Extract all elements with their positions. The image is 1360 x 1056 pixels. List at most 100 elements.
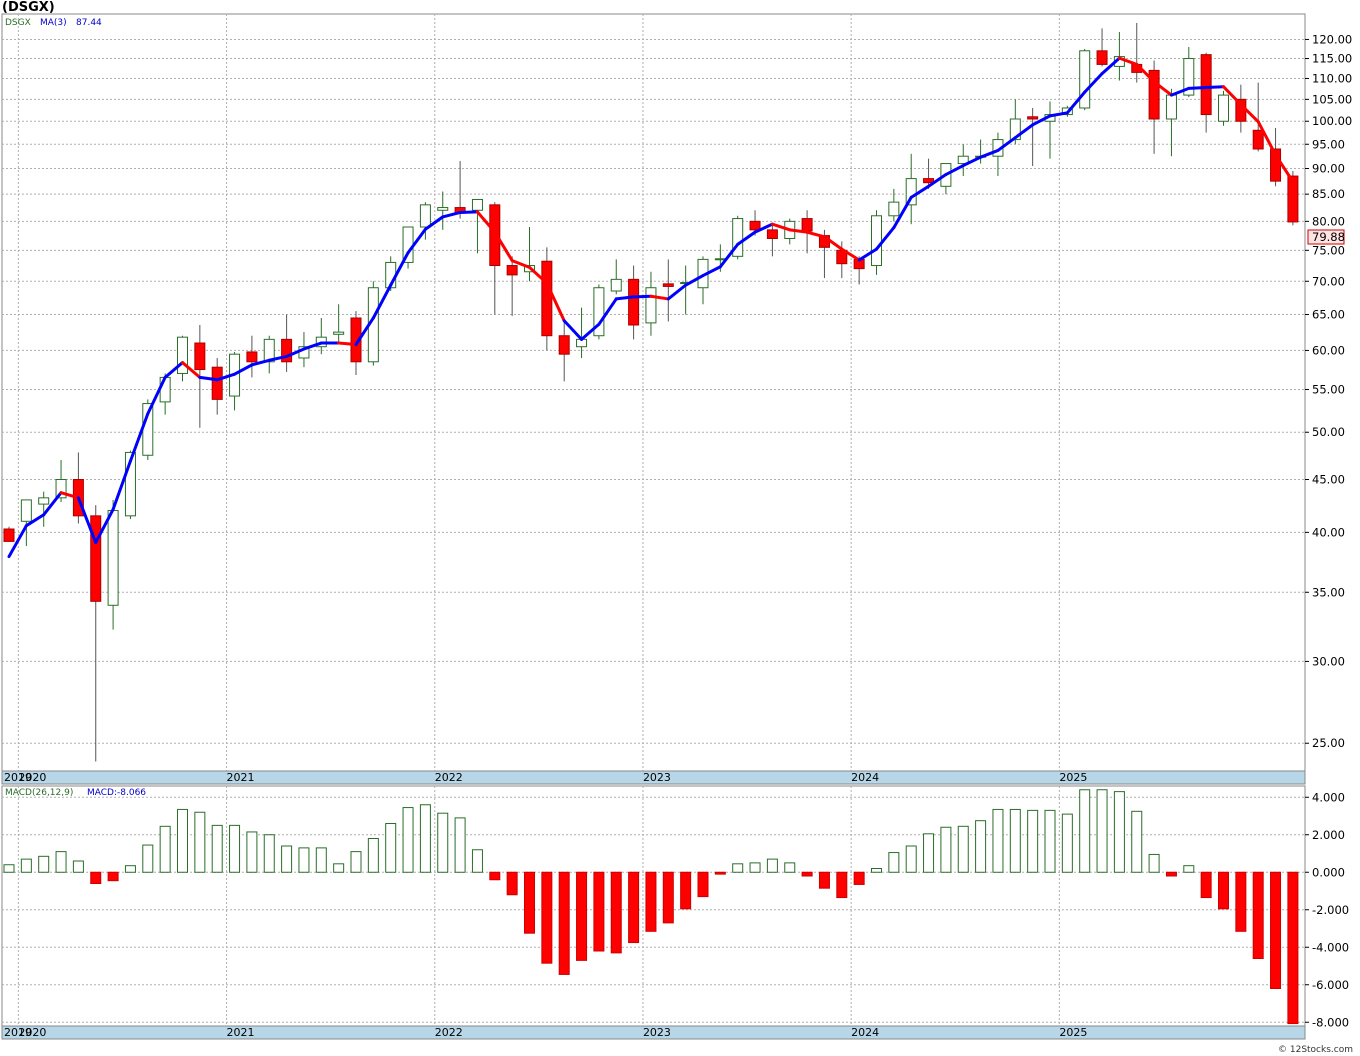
ma-segment: [632, 294, 653, 299]
year-tick-label: 2023: [643, 1026, 671, 1039]
candle-body-up: [871, 215, 882, 267]
macd-bar-negative: [489, 871, 501, 881]
price-tick-label: 95.00: [1312, 137, 1345, 151]
price-tick-label: 35.00: [1312, 585, 1345, 599]
ma-segment: [1274, 153, 1295, 184]
ma-segment: [892, 195, 913, 230]
macd-bar-negative: [1165, 871, 1177, 877]
macd-bar-negative: [593, 871, 605, 952]
ma-segment: [1169, 86, 1191, 97]
macd-bar-positive: [194, 811, 206, 873]
ma-segment: [354, 316, 375, 346]
ma-segment: [545, 281, 566, 323]
macd-bar-negative: [1200, 871, 1212, 899]
ma-segment: [59, 491, 80, 500]
macd-bar-positive: [402, 807, 414, 873]
macd-bar-positive: [975, 820, 987, 873]
ma-segment: [927, 173, 948, 188]
macd-bar-negative: [107, 871, 119, 882]
price-tick-label: 60.00: [1312, 343, 1345, 357]
year-tick-label: 2019: [4, 771, 32, 784]
macd-bar-negative: [853, 871, 865, 885]
moving-average-line: [7, 56, 1295, 559]
candle: [628, 265, 640, 340]
macd-tick-label: -2.000: [1312, 903, 1349, 917]
candle: [541, 247, 553, 351]
candle: [610, 259, 622, 295]
ma-segment: [944, 164, 965, 177]
ma-segment: [76, 496, 98, 545]
macd-bar-positive: [1113, 791, 1125, 873]
candle: [489, 202, 501, 315]
macd-legend-value: MACD:-8.066: [87, 788, 146, 798]
candle-body-down: [281, 338, 293, 363]
candle-body-up: [1165, 94, 1177, 120]
year-tick-label: 2023: [643, 771, 671, 784]
candle-body-up: [38, 497, 50, 505]
ma-segment: [337, 341, 358, 346]
candle: [558, 321, 570, 382]
candle: [923, 158, 935, 189]
legend-ma-value: 87.44: [76, 18, 102, 28]
ma-segment: [215, 372, 237, 382]
macd-bar-negative: [1287, 871, 1299, 1025]
ma-segment: [1204, 85, 1225, 90]
macd-bar-positive: [749, 862, 761, 873]
ma-segment: [7, 524, 28, 559]
price-tick-label: 25.00: [1312, 736, 1345, 750]
candle-body-up: [333, 331, 345, 335]
price-tick-label: 90.00: [1312, 162, 1345, 176]
candle-body-down: [1096, 50, 1108, 65]
watermark: © 12Stocks.com: [1278, 1045, 1353, 1055]
ma-segment: [42, 491, 63, 517]
candle-body-up: [437, 207, 449, 211]
macd-bar-positive: [1027, 809, 1039, 873]
year-tick-label: 2020: [18, 771, 46, 784]
ma-segment: [996, 136, 1017, 152]
candle: [645, 271, 657, 336]
macd-bar-negative: [818, 871, 830, 889]
macd-bar-positive: [333, 863, 345, 873]
macd-bar-positive: [55, 851, 67, 873]
candle-body-down: [211, 366, 223, 400]
ma-segment: [718, 242, 740, 269]
candle-body-down: [90, 515, 102, 602]
macd-bar-negative: [680, 871, 692, 910]
macd-bar-positive: [20, 858, 32, 873]
macd-bar-positive: [177, 808, 188, 873]
candle: [1200, 52, 1212, 133]
candle-body-up: [159, 376, 171, 403]
candle: [20, 499, 32, 547]
ma-segment: [389, 251, 410, 287]
ma-segment: [475, 210, 497, 234]
candle-body-up: [124, 451, 136, 517]
candle-body-down: [766, 229, 778, 240]
price-tick-label: 45.00: [1312, 473, 1345, 487]
ma-segment: [285, 347, 306, 358]
candle: [1148, 60, 1160, 154]
year-tick-label: 2021: [227, 771, 255, 784]
candle-body-up: [55, 479, 67, 499]
candle: [1252, 82, 1264, 152]
ma-segment: [198, 375, 219, 382]
price-gridlines: [2, 14, 1305, 771]
macd-bar-positive: [38, 855, 50, 873]
price-tick-label: 70.00: [1312, 274, 1345, 288]
ma-segment: [979, 148, 1000, 159]
candle-body-up: [888, 201, 900, 217]
macd-bar-negative: [506, 871, 518, 896]
ma-segment: [1239, 103, 1260, 124]
candle: [419, 202, 431, 240]
macd-tick-label: -6.000: [1312, 978, 1349, 992]
ma-segment: [24, 513, 46, 528]
candle: [888, 188, 900, 222]
candle-body-up: [905, 178, 917, 206]
ma-segment: [597, 297, 618, 326]
year-tick-label: 2022: [435, 1026, 463, 1039]
candle-body-down: [662, 283, 674, 287]
candle-body-down: [246, 351, 258, 363]
macd-bar-positive: [992, 808, 1004, 873]
candle-body-down: [923, 178, 935, 184]
ma-segment: [649, 294, 670, 301]
ma-segment: [128, 412, 150, 463]
